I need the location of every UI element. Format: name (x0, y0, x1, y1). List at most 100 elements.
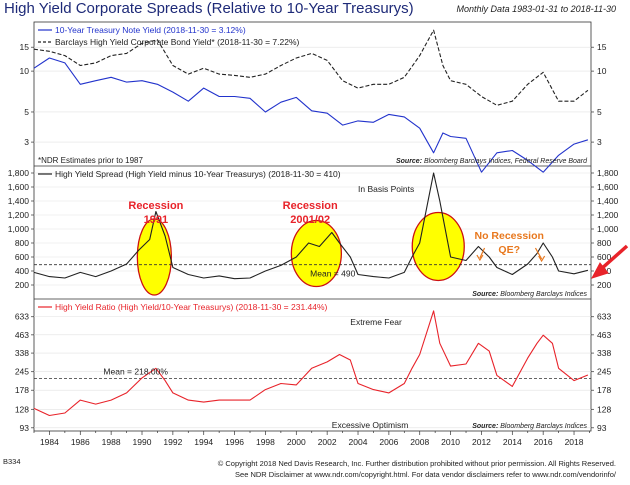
recession-highlight-ellipse (136, 218, 172, 296)
mean-label: Mean = 218.00% (103, 366, 168, 376)
y-tick-label-right: 245 (597, 367, 611, 377)
legend-label: High Yield Ratio (High Yield/10-Year Tre… (55, 302, 328, 312)
legend-label: High Yield Spread (High Yield minus 10-Y… (55, 169, 341, 179)
source-text: Source: Bloomberg Barclays Indices (472, 423, 587, 430)
y-tick-label-right: 800 (597, 238, 611, 248)
y-tick-label-right: 15 (597, 42, 607, 52)
disclaimer-text: See NDR Disclaimer at www.ndr.com/copyri… (235, 470, 616, 479)
source-text: Source: Bloomberg Barclays Indices, Fede… (396, 158, 588, 165)
y-tick-label-left: 800 (15, 238, 29, 248)
x-tick-label: 2010 (441, 437, 460, 447)
mean-label: Mean = 490 (310, 269, 355, 279)
chart-frame (33, 21, 592, 432)
source-prefix: Source: (472, 423, 498, 430)
y-tick-label-right: 633 (597, 312, 611, 322)
y-tick-label-left: 633 (15, 312, 29, 322)
source-name: Bloomberg Barclays Indices (498, 423, 587, 430)
y-tick-label-left: 463 (15, 330, 29, 340)
series-line (33, 57, 589, 173)
x-tick-label: 2004 (349, 437, 368, 447)
y-tick-label-right: 178 (597, 385, 611, 395)
y-tick-label-right: 463 (597, 330, 611, 340)
y-tick-label-right: 1,400 (597, 196, 619, 206)
y-tick-label-left: 3 (24, 137, 29, 147)
legend-label: Barclays High Yield Corporate Bond Yield… (55, 37, 300, 47)
x-tick-label: 2002 (318, 437, 337, 447)
y-tick-label-left: 1,400 (8, 196, 30, 206)
y-tick-label-right: 3 (597, 137, 602, 147)
annotation-arrowhead (538, 255, 546, 263)
annotation-label: Recession (128, 200, 183, 212)
x-tick-label: 2014 (503, 437, 522, 447)
y-tick-label-right: 1,800 (597, 168, 619, 178)
y-tick-label-right: 5 (597, 107, 602, 117)
annotation-label: QE? (498, 244, 520, 256)
source-name: Bloomberg Barclays Indices (498, 291, 587, 298)
annotation-arrow (479, 247, 486, 259)
x-tick-label: 2012 (472, 437, 491, 447)
pointer-arrow (598, 244, 629, 272)
y-tick-label-right: 10 (597, 66, 607, 76)
recession-highlight-ellipse (290, 219, 343, 288)
y-tick-label-left: 178 (15, 385, 29, 395)
y-tick-label-left: 1,600 (8, 182, 30, 192)
source-prefix: Source: (472, 291, 498, 298)
y-tick-label-left: 1,800 (8, 168, 30, 178)
y-tick-label-left: 200 (15, 280, 29, 290)
unit-note: In Basis Points (358, 184, 414, 194)
y-tick-label-left: 15 (20, 42, 30, 52)
y-tick-label-right: 1,000 (597, 224, 619, 234)
x-tick-label: 1990 (133, 437, 152, 447)
x-tick-label: 2018 (565, 437, 584, 447)
excessive-optimism-label: Excessive Optimism (332, 420, 409, 430)
source-prefix: Source: (396, 158, 422, 165)
y-tick-label-left: 245 (15, 367, 29, 377)
y-tick-label-right: 1,200 (597, 210, 619, 220)
estimate-note: *NDR Estimates prior to 1987 (38, 156, 143, 165)
y-tick-label-left: 128 (15, 404, 29, 414)
x-tick-label: 2006 (379, 437, 398, 447)
series-line (33, 172, 589, 280)
annotation-label: Recession (283, 200, 338, 212)
x-tick-label: 1994 (194, 437, 213, 447)
y-tick-label-right: 200 (597, 280, 611, 290)
source-name: Bloomberg Barclays Indices, Federal Rese… (422, 158, 588, 165)
y-tick-label-right: 93 (597, 423, 607, 433)
legend-label: 10-Year Treasury Note Yield (2018-11-30 … (55, 25, 246, 35)
y-tick-label-left: 5 (24, 107, 29, 117)
series-line (33, 29, 589, 106)
date-range: Monthly Data 1983-01-31 to 2018-11-30 (456, 4, 616, 14)
y-tick-label-right: 600 (597, 252, 611, 262)
y-tick-label-left: 600 (15, 252, 29, 262)
y-tick-label-left: 338 (15, 348, 29, 358)
x-tick-label: 1998 (256, 437, 275, 447)
x-tick-label: 1988 (102, 437, 121, 447)
y-tick-label-left: 1,200 (8, 210, 30, 220)
pointer-arrowhead (590, 262, 609, 279)
x-tick-label: 2008 (410, 437, 429, 447)
chart-code: B334 (3, 457, 21, 466)
y-tick-label-right: 1,600 (597, 182, 619, 192)
y-tick-label-left: 400 (15, 266, 29, 276)
x-tick-label: 1996 (225, 437, 244, 447)
annotation-arrowhead (476, 254, 484, 262)
y-tick-label-left: 93 (20, 423, 30, 433)
x-tick-label: 1992 (163, 437, 182, 447)
page-title: High Yield Corporate Spreads (Relative t… (4, 0, 414, 17)
annotation-label: 2001/02 (290, 214, 330, 226)
annotation-arrow (534, 247, 543, 260)
x-tick-label: 1984 (40, 437, 59, 447)
chart-svg: 15 15 10 10 5 5 3 3 10-Year Treasury Note Yield … (8, 21, 629, 447)
annotation-label: 1991 (144, 214, 168, 226)
x-tick-label: 2016 (534, 437, 553, 447)
y-tick-label-left: 10 (20, 66, 30, 76)
y-tick-label-right: 128 (597, 404, 611, 414)
source-text: Source: Bloomberg Barclays Indices (472, 291, 587, 298)
recession-highlight-ellipse (411, 211, 465, 282)
y-tick-label-right: 338 (597, 348, 611, 358)
extreme-fear-label: Extreme Fear (350, 317, 402, 327)
y-tick-label-left: 1,000 (8, 224, 30, 234)
x-tick-label: 1986 (71, 437, 90, 447)
series-line (33, 310, 589, 417)
